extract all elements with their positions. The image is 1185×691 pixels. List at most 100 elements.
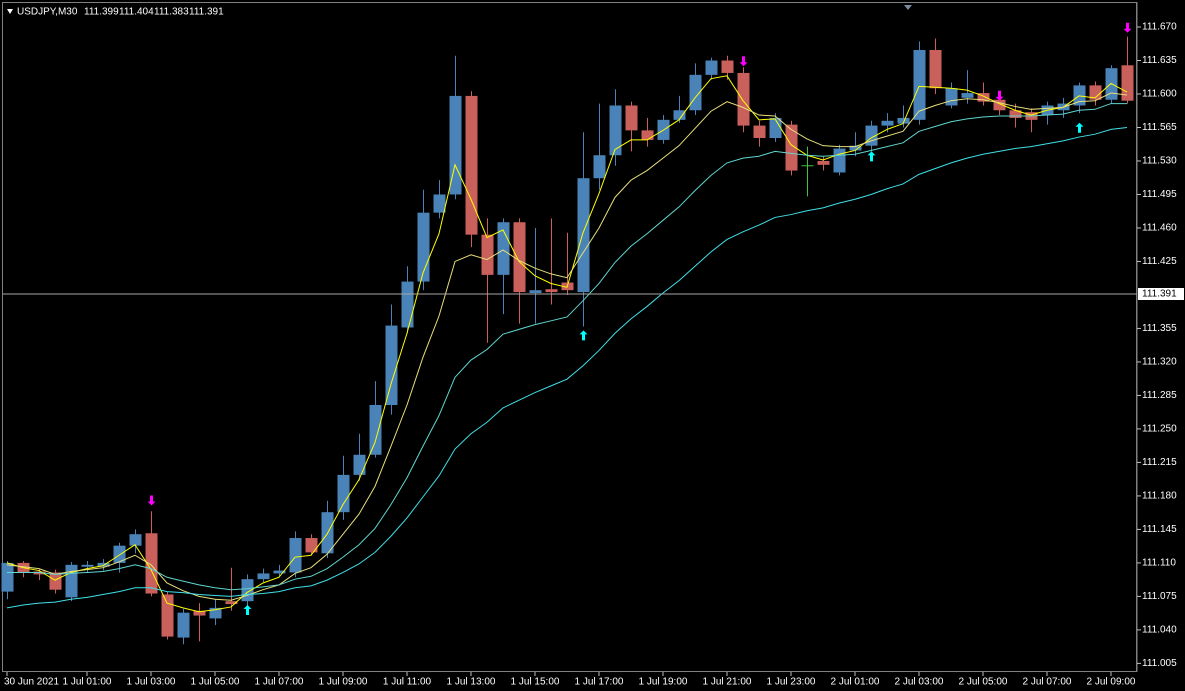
candle-body [609, 105, 622, 156]
y-tick-label: 111.460 [1142, 223, 1177, 234]
y-tick-label: 111.635 [1142, 55, 1177, 66]
candle-body [1009, 110, 1022, 118]
y-tick-label: 111.215 [1142, 457, 1177, 468]
price-label: 111.391 [1142, 289, 1177, 300]
scroll-marker [904, 5, 912, 10]
x-tick-label: 1 Jul 09:00 [319, 677, 368, 688]
candle-body [209, 607, 222, 619]
candle-body [161, 594, 174, 637]
header-high: 111.404 [119, 7, 154, 18]
y-tick-label: 111.495 [1142, 189, 1177, 200]
candle-body [353, 454, 366, 475]
y-tick-label: 111.670 [1142, 22, 1177, 33]
candle-body [497, 222, 510, 275]
x-tick-label: 1 Jul 13:00 [447, 677, 496, 688]
candle-body [993, 99, 1006, 111]
candle-body [433, 194, 446, 213]
price-label-box [1138, 288, 1184, 301]
sell-arrow [147, 495, 156, 506]
candle-body [337, 474, 350, 513]
x-tick-label: 2 Jul 01:00 [831, 677, 880, 688]
candle-body [897, 117, 910, 124]
candle-body [289, 538, 302, 573]
candle-body [449, 95, 462, 195]
header-open: 111.399 [84, 7, 119, 18]
y-tick-label: 111.075 [1142, 591, 1177, 602]
y-tick-label: 111.425 [1142, 256, 1177, 267]
ma-line [6, 92, 1128, 601]
candle-body [785, 124, 798, 171]
x-tick-label: 1 Jul 11:00 [383, 677, 432, 688]
candle-body [929, 49, 942, 89]
sell-arrow [739, 56, 748, 67]
candle-body [1089, 85, 1102, 100]
candle-body [465, 95, 478, 235]
header-symbol: USDJPY,M30 [17, 7, 78, 18]
candle-body [641, 130, 654, 140]
candle-body [401, 281, 414, 328]
buy-arrow [579, 330, 588, 341]
candle-body [145, 533, 158, 594]
candle-body [913, 49, 926, 120]
x-tick-label: 1 Jul 07:00 [255, 677, 304, 688]
y-tick-label: 111.040 [1142, 625, 1177, 636]
x-tick-label: 1 Jul 23:00 [767, 677, 816, 688]
candle-body [49, 572, 62, 590]
header-low: 111.383 [154, 7, 189, 18]
header-close: 111.391 [189, 7, 224, 18]
candle-body [849, 145, 862, 151]
candle-body [881, 120, 894, 126]
x-tick-label: 1 Jul 05:00 [191, 677, 240, 688]
candle-body [817, 160, 830, 165]
y-tick-label: 111.600 [1142, 89, 1177, 100]
x-tick-label: 2 Jul 03:00 [895, 677, 944, 688]
candle-body [769, 117, 782, 139]
candle-body [513, 222, 526, 293]
candle-body [225, 601, 238, 605]
candle-body [65, 564, 78, 598]
ma-line [6, 75, 1128, 613]
candle-body [129, 534, 142, 546]
x-tick-label: 1 Jul 19:00 [639, 677, 688, 688]
candle-body [481, 234, 494, 275]
candle-body [1073, 85, 1086, 106]
y-tick-label: 111.530 [1142, 156, 1177, 167]
candle-body [305, 538, 318, 553]
candle-body [113, 545, 126, 563]
candle-body [369, 405, 382, 455]
candle-body [721, 60, 734, 73]
candle-body [545, 289, 558, 293]
y-tick-label: 111.320 [1142, 357, 1177, 368]
buy-arrow [243, 605, 252, 616]
candle-body [1, 562, 14, 592]
candle-body [625, 105, 638, 131]
candle-body [273, 570, 286, 574]
y-tick-label: 111.285 [1142, 390, 1177, 401]
x-tick-label: 1 Jul 03:00 [127, 677, 176, 688]
candle-body [593, 155, 606, 179]
y-tick-label: 111.355 [1142, 323, 1177, 334]
candle-body [177, 612, 190, 638]
x-tick-label: 30 Jun 2021 [4, 677, 59, 688]
candle-body [529, 290, 542, 294]
candle-body [865, 125, 878, 146]
x-tick-label: 1 Jul 15:00 [511, 677, 560, 688]
header-menu-icon [7, 9, 13, 14]
candle-body [737, 72, 750, 126]
candle-body [97, 562, 110, 567]
candle-body [673, 110, 686, 120]
candle-body [577, 178, 590, 293]
candle-body [977, 93, 990, 102]
y-tick-label: 111.110 [1142, 558, 1176, 569]
ma-line [6, 126, 1128, 609]
candle-body [833, 148, 846, 173]
x-tick-label: 2 Jul 05:00 [959, 677, 1008, 688]
sell-arrow [1123, 22, 1132, 33]
x-tick-label: 2 Jul 09:00 [1087, 677, 1136, 688]
y-tick-label: 111.250 [1142, 424, 1177, 435]
ma-line [7, 103, 1127, 591]
buy-arrow [867, 151, 876, 162]
candle-body [81, 564, 94, 567]
